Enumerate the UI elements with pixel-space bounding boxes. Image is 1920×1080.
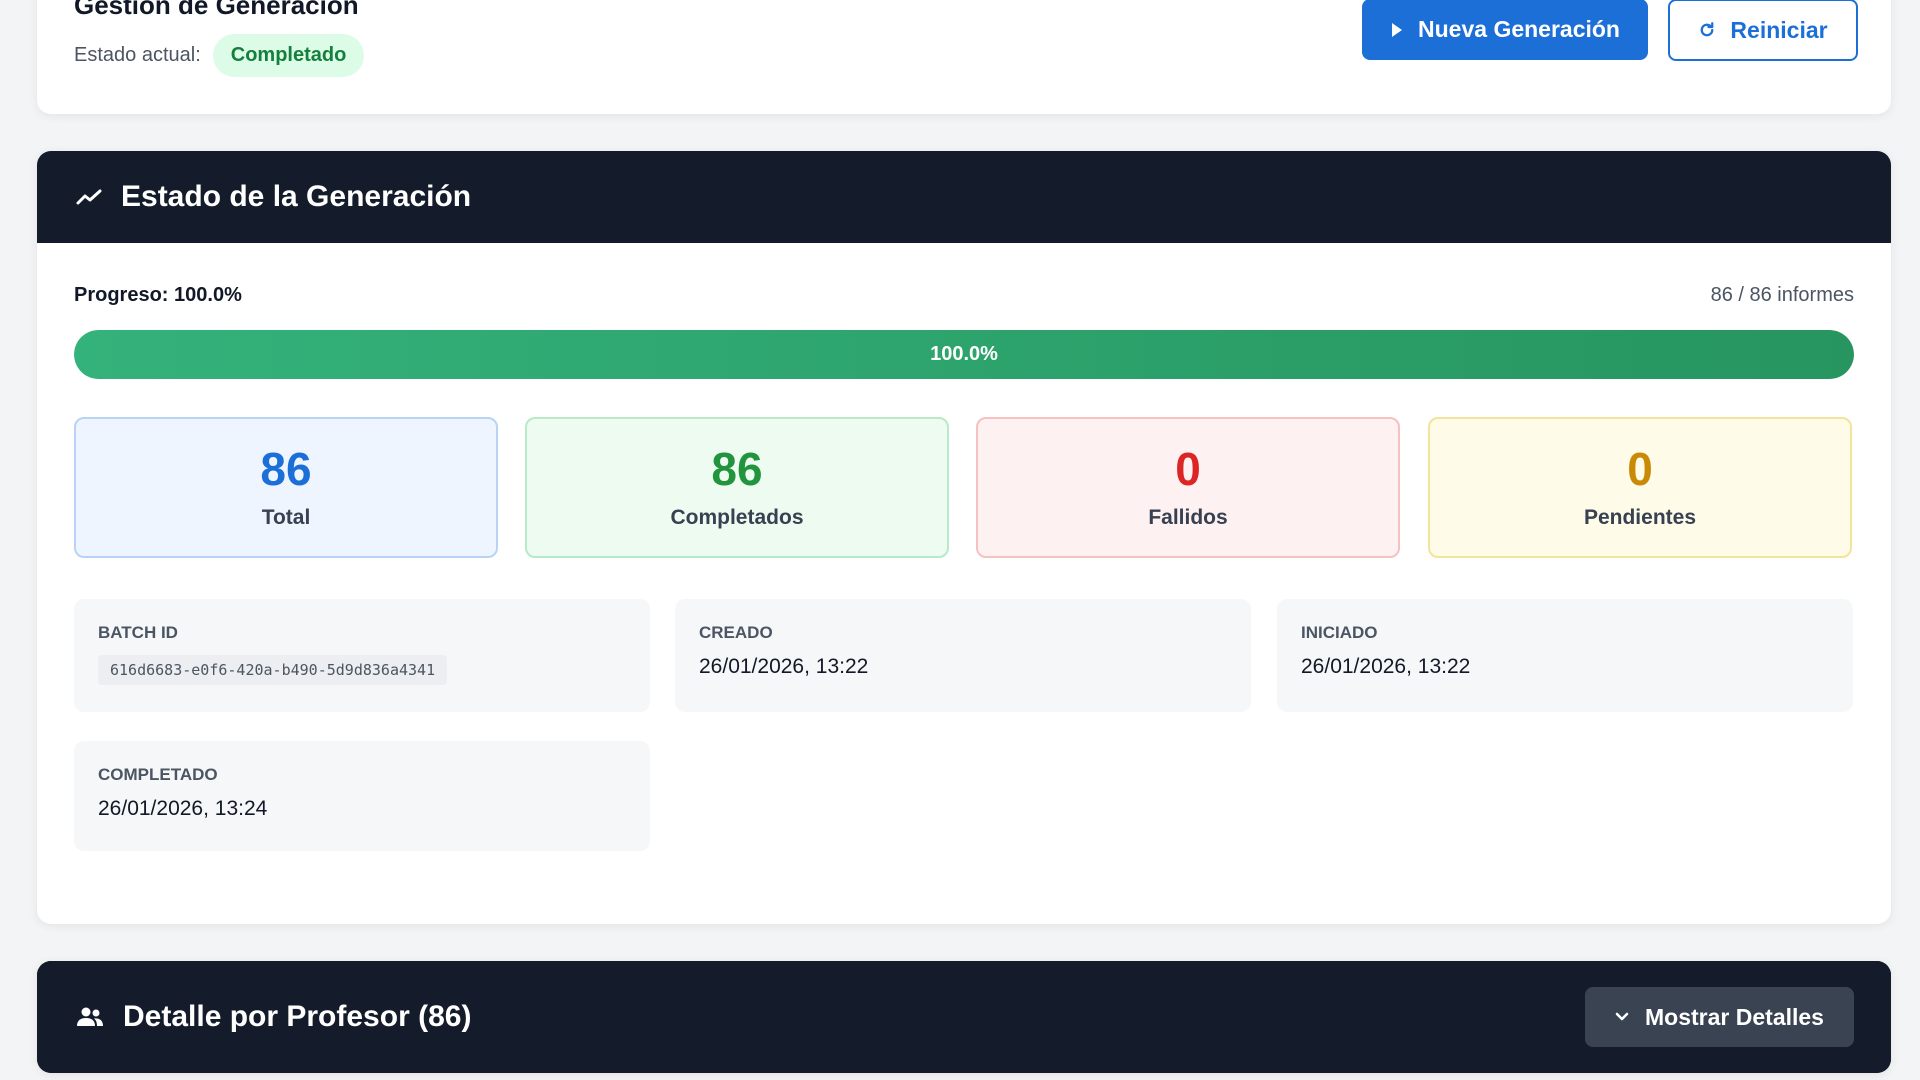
page-title: Gestión de Generación — [74, 0, 359, 20]
batch-id-value: 616d6683-e0f6-420a-b490-5d9d836a4341 — [98, 655, 448, 685]
progress-count: 86 / 86 informes — [1710, 284, 1854, 306]
info-created: Creado 26/01/2026, 13:22 — [675, 599, 1251, 712]
created-value: 26/01/2026, 13:22 — [699, 655, 869, 678]
current-state-row: Estado actual: Completado — [74, 34, 365, 77]
stat-failed-label: Fallidos — [1148, 505, 1228, 529]
stat-card-pending: 0 Pendientes — [1428, 417, 1852, 558]
stat-pending-value: 0 — [1627, 442, 1653, 495]
stat-total-label: Total — [261, 505, 311, 529]
people-icon — [75, 1005, 105, 1029]
reset-button[interactable]: Reiniciar — [1668, 0, 1858, 61]
stat-failed-value: 0 — [1175, 442, 1201, 495]
teacher-detail-header: Detalle por Profesor (86) — [37, 961, 1891, 1073]
progress-label: Progreso: 100.0% — [74, 284, 242, 306]
info-completed: Completado 26/01/2026, 13:24 — [74, 741, 650, 851]
completed-value: 26/01/2026, 13:24 — [98, 797, 268, 820]
show-details-button[interactable]: Mostrar Detalles — [1585, 987, 1854, 1047]
teacher-detail-title: Detalle por Profesor (86) — [123, 1000, 472, 1033]
progress-bar: 100.0% — [74, 330, 1854, 379]
show-details-label: Mostrar Detalles — [1645, 1003, 1824, 1030]
status-badge: Completado — [212, 34, 365, 77]
created-label: Creado — [699, 623, 773, 642]
refresh-icon — [1701, 22, 1714, 37]
stat-completed-value: 86 — [711, 442, 763, 495]
started-value: 26/01/2026, 13:22 — [1301, 655, 1471, 678]
info-started: Iniciado 26/01/2026, 13:22 — [1277, 599, 1853, 712]
started-label: Iniciado — [1301, 623, 1378, 642]
batch-id-label: Batch ID — [98, 623, 178, 642]
new-generation-label: Nueva Generación — [1418, 16, 1620, 42]
generation-status-title: Estado de la Generación — [121, 180, 472, 213]
generation-status-card: Estado de la Generación Progreso: 100.0%… — [37, 151, 1891, 924]
stat-pending-label: Pendientes — [1583, 505, 1697, 529]
stat-card-total: 86 Total — [74, 417, 498, 558]
completed-label: Completado — [98, 765, 218, 784]
reset-label: Reiniciar — [1730, 16, 1828, 43]
info-batch-id: Batch ID 616d6683-e0f6-420a-b490-5d9d836… — [74, 599, 650, 712]
new-generation-button[interactable]: Nueva Generación — [1362, 0, 1648, 60]
teacher-detail-card: Detalle por Profesor (86) Mostrar Detall… — [37, 961, 1891, 1073]
chevron-down-icon — [1615, 1012, 1629, 1021]
stat-card-completed: 86 Completados — [525, 417, 949, 558]
generation-management-card: Gestión de Generación Estado actual: Com… — [37, 0, 1891, 114]
progress-fill: 100.0% — [74, 330, 1854, 379]
current-state-label: Estado actual: — [74, 44, 201, 66]
stat-card-failed: 0 Fallidos — [976, 417, 1400, 558]
play-icon — [1392, 22, 1403, 37]
generation-status-header: Estado de la Generación — [37, 151, 1891, 243]
stat-total-value: 86 — [260, 442, 312, 495]
stat-completed-label: Completados — [670, 505, 804, 529]
trending-up-icon — [75, 183, 103, 211]
